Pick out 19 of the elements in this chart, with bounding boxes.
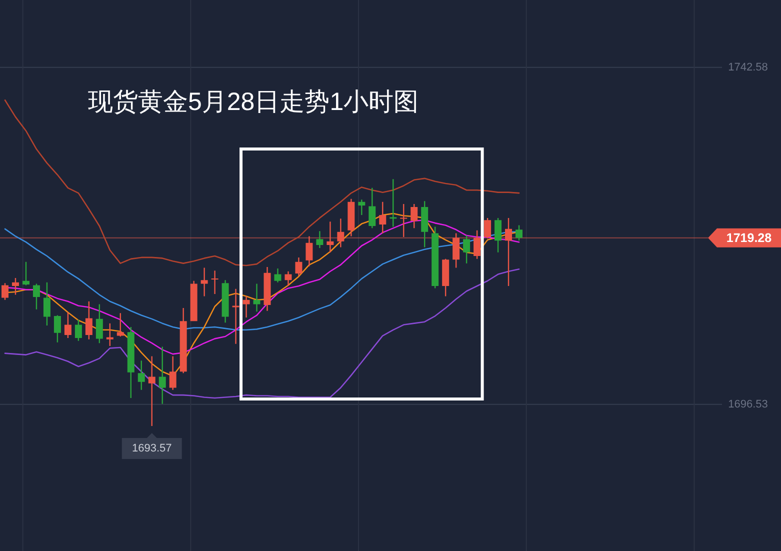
candlestick bbox=[211, 270, 218, 294]
candlestick bbox=[232, 288, 240, 344]
y-tick-label: 1696.53 bbox=[728, 398, 768, 410]
text: 现货黄金5月28日走势1小时图 bbox=[88, 88, 419, 116]
candlestick bbox=[169, 356, 176, 390]
candlestick bbox=[326, 222, 334, 252]
candlestick bbox=[253, 284, 260, 312]
candlestick bbox=[358, 200, 366, 216]
candlestick bbox=[368, 188, 376, 228]
annotation: 1693.57 bbox=[132, 442, 172, 454]
line-series bbox=[4, 268, 520, 399]
candlestick bbox=[337, 218, 344, 248]
candlestick bbox=[242, 296, 250, 318]
y-tick-label: 1742.58 bbox=[728, 61, 768, 74]
annotation: 1693.57 bbox=[122, 433, 182, 459]
ref-line-label: 1719.28 bbox=[726, 230, 772, 245]
candlestick bbox=[316, 231, 324, 248]
candlestick bbox=[200, 268, 208, 296]
candlestick bbox=[274, 268, 282, 282]
